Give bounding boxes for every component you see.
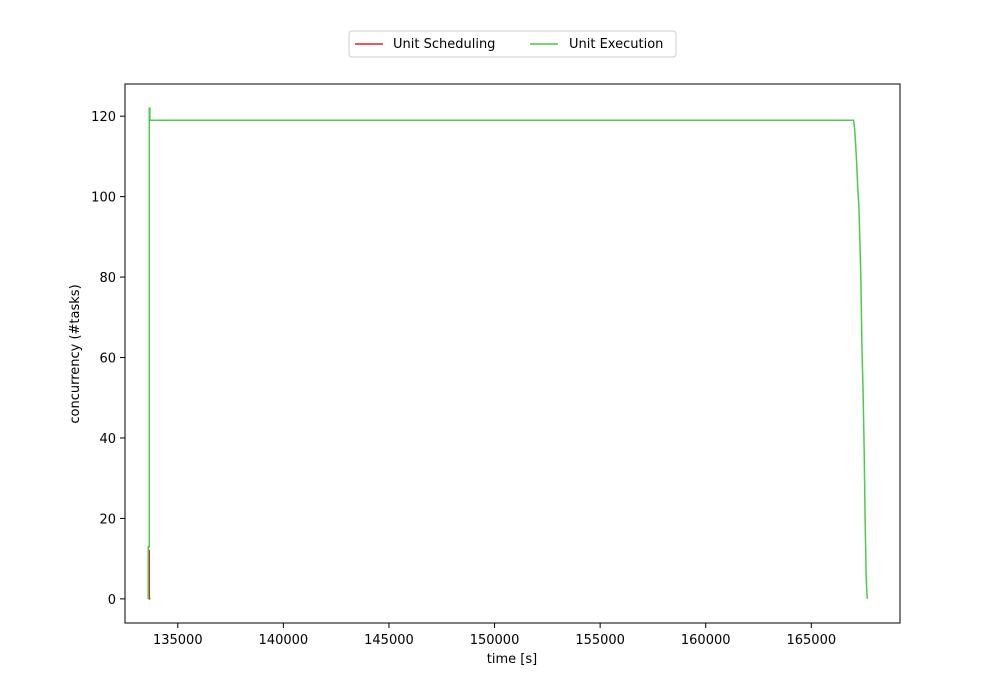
y-tick-label: 40	[99, 432, 116, 447]
y-axis: 0 20 40 60 80 100 120	[91, 110, 125, 608]
y-tick-label: 100	[91, 191, 116, 206]
x-tick-label: 135000	[153, 633, 203, 648]
legend: Unit Scheduling Unit Execution	[348, 30, 677, 58]
x-tick-label: 155000	[575, 633, 625, 648]
x-axis: 135000 140000 145000 150000 155000 160000 1650…	[153, 623, 836, 648]
y-tick-label: 0	[108, 593, 116, 608]
x-tick-label: 165000	[786, 633, 836, 648]
legend-box	[348, 30, 677, 58]
y-tick-label: 80	[99, 271, 116, 286]
series-layer	[147, 107, 869, 600]
x-tick-label: 145000	[364, 633, 414, 648]
x-tick-label: 160000	[681, 633, 731, 648]
x-axis-label: time [s]	[487, 652, 537, 667]
legend-label-unit-execution: Unit Execution	[569, 37, 663, 52]
series-line-unit-execution	[147, 107, 869, 599]
y-tick-label: 120	[91, 110, 116, 125]
y-tick-label: 20	[99, 512, 116, 527]
legend-label-unit-scheduling: Unit Scheduling	[393, 37, 495, 52]
plot-area	[124, 83, 901, 624]
x-tick-label: 150000	[470, 633, 520, 648]
y-tick-label: 60	[99, 352, 116, 367]
x-tick-label: 140000	[259, 633, 309, 648]
y-axis-label: concurrency (#tasks)	[68, 284, 83, 423]
